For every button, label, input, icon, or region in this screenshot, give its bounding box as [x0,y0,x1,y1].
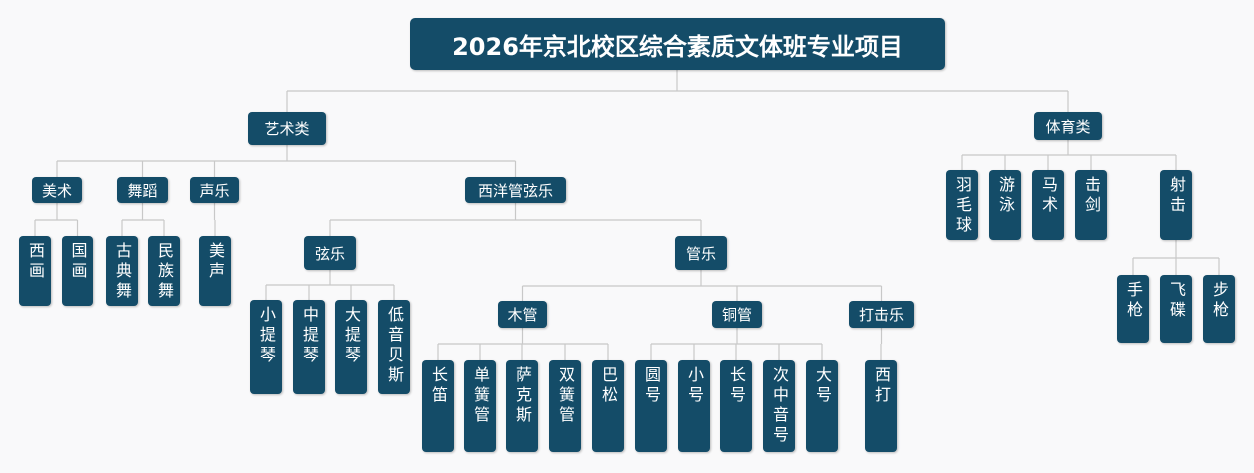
node-label: 古典舞 [113,242,132,302]
node-label: 圆号 [642,366,661,406]
node-label: 萨克斯 [513,366,532,426]
node-label: 木管 [507,306,538,324]
leaf-node: 古典舞 [106,236,138,306]
node-label: 羽毛球 [953,176,972,236]
category-node: 木管 [498,301,547,328]
leaf-node: 长笛 [422,360,454,452]
leaf-node: 飞碟 [1160,275,1192,343]
node-label: 大号 [813,366,832,406]
node-label: 双簧管 [556,366,575,426]
leaf-node: 圆号 [635,360,667,452]
node-label: 弦乐 [314,244,345,263]
leaf-node: 长号 [720,360,752,452]
leaf-node: 西打 [865,360,897,452]
leaf-node: 美声 [199,236,231,306]
node-label: 飞碟 [1167,281,1186,321]
leaf-node: 击剑 [1075,170,1107,240]
node-label: 单簧管 [471,366,490,426]
node-label: 中提琴 [300,306,319,366]
leaf-node: 西画 [19,236,51,306]
category-node: 舞蹈 [117,177,168,203]
node-label: 民族舞 [155,242,174,302]
title: 2026年京北校区综合素质文体班专业项目 [410,18,945,70]
category-node: 射击 [1160,170,1192,240]
category-node: 铜管 [712,301,762,328]
leaf-node: 国画 [62,236,93,306]
category-node: 艺术类 [248,112,326,145]
category-node: 打击乐 [849,301,914,328]
leaf-node: 羽毛球 [946,170,978,240]
node-label: 大提琴 [342,306,361,366]
node-label: 打击乐 [858,306,904,324]
node-label: 击剑 [1082,176,1101,216]
node-label: 射击 [1167,176,1186,216]
leaf-node: 小提琴 [250,300,282,394]
leaf-node: 小号 [678,360,710,452]
node-label: 国画 [68,242,88,282]
node-label: 西画 [26,242,45,282]
node-label: 小号 [685,366,704,406]
node-label: 低音贝斯 [385,306,404,386]
node-label: 体育类 [1045,117,1091,136]
node-label: 小提琴 [257,306,276,366]
leaf-node: 中提琴 [293,300,325,394]
leaf-node: 大号 [806,360,838,452]
node-label: 美声 [206,242,225,282]
node-label: 次中音号 [770,366,789,446]
node-label: 西打 [872,366,891,406]
category-node: 弦乐 [304,236,356,270]
category-node: 西洋管弦乐 [465,177,566,203]
leaf-node: 次中音号 [763,360,795,452]
node-label: 长号 [727,366,746,406]
leaf-node: 萨克斯 [506,360,538,452]
node-label: 手枪 [1124,281,1143,321]
leaf-node: 巴松 [592,360,624,452]
category-node: 美术 [32,177,82,203]
node-label: 西洋管弦乐 [477,181,553,200]
leaf-node: 步枪 [1203,275,1235,343]
category-node: 声乐 [190,177,239,203]
node-label: 步枪 [1210,281,1229,321]
node-label: 马术 [1039,176,1058,216]
category-node: 体育类 [1034,112,1102,140]
node-label: 声乐 [199,181,230,200]
node-label: 巴松 [599,366,618,406]
leaf-node: 低音贝斯 [378,300,410,394]
node-label: 铜管 [721,306,752,324]
node-label: 美术 [41,181,72,200]
leaf-node: 马术 [1032,170,1064,240]
node-label: 舞蹈 [127,181,158,200]
leaf-node: 大提琴 [335,300,367,394]
node-label: 长笛 [429,366,448,406]
leaf-node: 单簧管 [464,360,496,452]
leaf-node: 游泳 [989,170,1021,240]
leaf-node: 双簧管 [549,360,581,452]
leaf-node: 手枪 [1117,275,1149,343]
node-label: 游泳 [996,176,1015,216]
category-node: 管乐 [675,236,727,270]
leaf-node: 民族舞 [148,236,180,306]
node-label: 艺术类 [264,120,310,138]
node-label: 管乐 [685,244,716,263]
